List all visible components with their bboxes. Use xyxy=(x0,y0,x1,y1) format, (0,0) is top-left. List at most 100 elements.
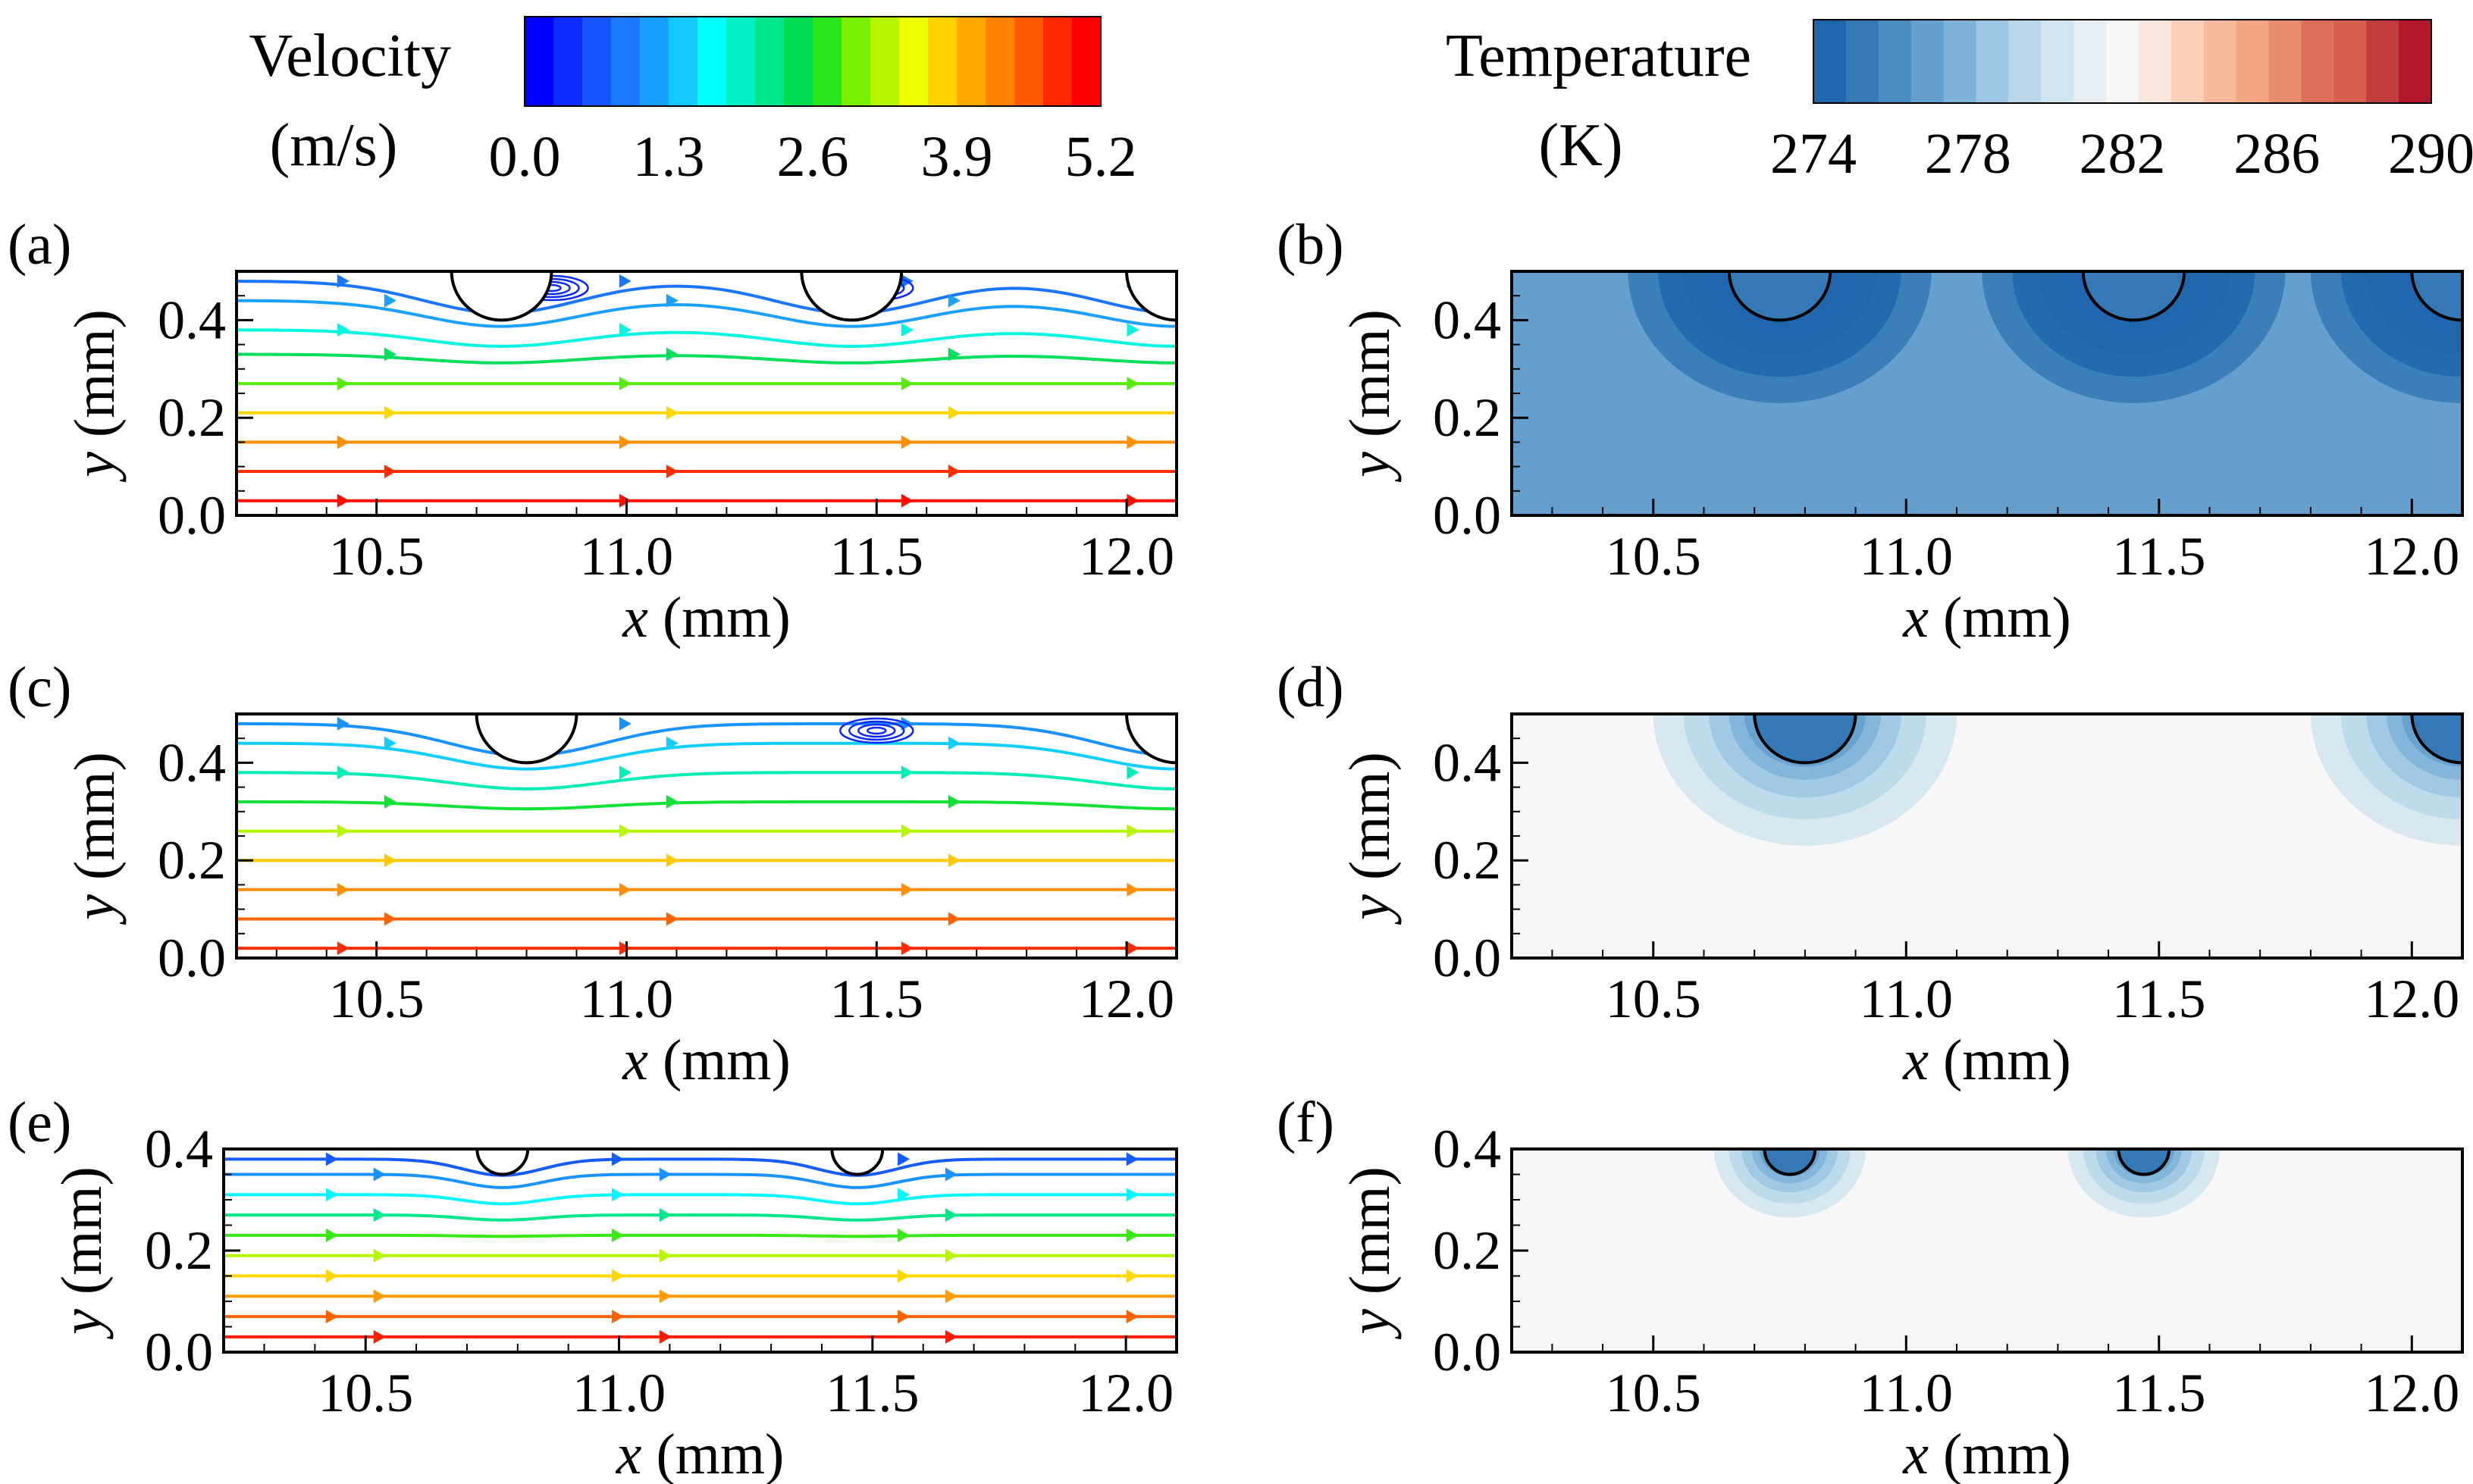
streamline-arrow xyxy=(619,493,632,508)
streamline-arrow xyxy=(666,853,679,868)
x-tick-label: 11.0 xyxy=(580,526,673,587)
temperature-colorbar-segment xyxy=(2171,20,2205,103)
axes: 10.5 11.0 11.5 12.0 0.0 0.2 0.4 xyxy=(1433,1119,2463,1423)
temperature-legend: Temperature (K) 274 278 282 286 290 xyxy=(1446,19,2473,186)
streamline-arrow xyxy=(948,405,961,420)
y-axis-unit: (mm) xyxy=(50,1166,114,1309)
x-axis-unit: (mm) xyxy=(1929,1423,2071,1484)
bubble xyxy=(475,714,578,765)
streamline-arrow xyxy=(948,853,961,868)
y-axis-label: y (mm) xyxy=(1338,752,1402,925)
streamline-arrow xyxy=(901,435,914,449)
streamline xyxy=(224,1213,1177,1222)
x-tick-label: 11.0 xyxy=(572,1363,666,1423)
velocity-colorbar-tick-label: 2.6 xyxy=(777,125,849,189)
streamline-arrow xyxy=(619,824,632,838)
plot-frame xyxy=(235,712,1178,960)
velocity-colorbar-segment xyxy=(553,17,583,106)
panel-d: 10.5 11.0 11.5 12.00.00.20.4x (mm)y (mm)(d) xyxy=(1277,656,2464,1092)
velocity-colorbar-segment xyxy=(1014,17,1044,106)
velocity-colorbar-segment xyxy=(842,17,871,106)
streamline-arrow xyxy=(325,1269,338,1283)
streamline-arrow xyxy=(666,465,679,479)
bubble xyxy=(2117,1149,2171,1176)
temperature-colorbar-segment xyxy=(1910,20,1945,103)
x-axis-unit: (mm) xyxy=(641,1423,784,1484)
y-tick-label: 0.4 xyxy=(1433,732,1501,793)
velocity-colorbar-segment xyxy=(957,17,986,106)
plot-area xyxy=(237,271,1177,508)
x-axis-unit: (mm) xyxy=(1929,586,2071,650)
streamline-arrow xyxy=(325,1188,338,1202)
streamline-arrow xyxy=(948,347,961,362)
x-tick-label: 11.5 xyxy=(830,526,923,587)
streamline-arrow xyxy=(384,347,396,362)
streamline-arrow xyxy=(1127,377,1139,391)
streamline-arrow xyxy=(1126,1188,1139,1202)
streamline-arrow xyxy=(619,274,632,288)
x-tick-label: 11.5 xyxy=(826,1363,919,1423)
y-tick-label: 0.2 xyxy=(158,387,226,448)
panel-label: (c) xyxy=(8,656,71,719)
streamline-arrow xyxy=(898,1228,911,1242)
streamline-arrow xyxy=(619,941,632,956)
velocity-legend: Velocity (m/s) 0.0 1.3 2.6 3.9 5.2 xyxy=(249,16,1137,189)
panel-a: 10.5 11.0 11.5 12.00.00.20.4x (mm)y (mm)(a) xyxy=(8,213,1178,650)
bubble xyxy=(830,1149,885,1176)
streamline-arrow xyxy=(901,824,914,838)
temperature-colorbar-tick-label: 278 xyxy=(1925,122,2011,186)
temperature-colorbar-tick-label: 286 xyxy=(2233,122,2320,186)
x-axis-unit: (mm) xyxy=(648,586,791,650)
streamline-arrow xyxy=(1127,493,1139,508)
streamline-arrow xyxy=(619,377,632,391)
velocity-colorbar-tick-label: 5.2 xyxy=(1065,125,1137,189)
streamline-arrow xyxy=(384,465,396,479)
y-tick-label: 0.4 xyxy=(158,732,226,793)
streamline-arrow xyxy=(666,794,679,809)
y-tick-label: 0.2 xyxy=(145,1220,213,1281)
x-tick-label: 11.5 xyxy=(2112,1363,2205,1423)
temperature-legend-title: Temperature xyxy=(1446,23,1751,89)
streamline-arrow xyxy=(659,1208,672,1223)
x-tick-label: 10.5 xyxy=(1606,1363,1701,1423)
x-tick-label: 10.5 xyxy=(1606,526,1701,587)
streamline-arrow xyxy=(659,1289,672,1304)
y-tick-label: 0.4 xyxy=(1433,1119,1501,1179)
streamline-arrow xyxy=(619,716,632,731)
streamline-arrow xyxy=(337,323,349,337)
x-axis-variable: x xyxy=(1902,1423,1929,1484)
y-tick-label: 0.2 xyxy=(1433,830,1501,891)
velocity-colorbar-segment xyxy=(813,17,842,106)
streamline xyxy=(237,800,1177,811)
y-tick-label: 0.0 xyxy=(1433,1322,1501,1382)
streamline-arrow xyxy=(325,1152,338,1166)
streamline-arrow xyxy=(1126,1228,1139,1242)
y-tick-label: 0.2 xyxy=(1433,1220,1501,1281)
streamline-arrow xyxy=(373,1167,386,1182)
velocity-colorbar-tick-label: 3.9 xyxy=(921,125,993,189)
velocity-colorbar-ticks: 0.0 1.3 2.6 3.9 5.2 xyxy=(489,125,1137,189)
streamline-arrow xyxy=(611,1152,624,1166)
bubble xyxy=(1763,1149,1817,1176)
y-axis-label: y (mm) xyxy=(1338,309,1402,483)
y-tick-label: 0.0 xyxy=(1433,928,1501,988)
velocity-colorbar-segment xyxy=(525,17,554,106)
streamline xyxy=(237,352,1177,365)
recirculation-vortex xyxy=(848,720,905,741)
streamline-arrow xyxy=(337,274,349,288)
streamline-arrow xyxy=(337,493,349,508)
x-tick-label: 11.5 xyxy=(830,969,923,1029)
streamline-arrow xyxy=(373,1248,386,1263)
x-axis-variable: x xyxy=(1902,1028,1929,1092)
temperature-colorbar-ticks: 274 278 282 286 290 xyxy=(1770,122,2473,186)
x-axis-variable: x xyxy=(622,586,648,650)
streamline-arrow xyxy=(337,716,349,731)
streamline xyxy=(237,299,1177,328)
x-tick-label: 11.0 xyxy=(580,969,673,1029)
streamline-arrow xyxy=(337,824,349,838)
bubble xyxy=(475,1149,530,1176)
streamline-arrow xyxy=(373,1208,386,1223)
streamline-arrow xyxy=(945,1208,958,1223)
panel-label: (a) xyxy=(8,213,71,277)
